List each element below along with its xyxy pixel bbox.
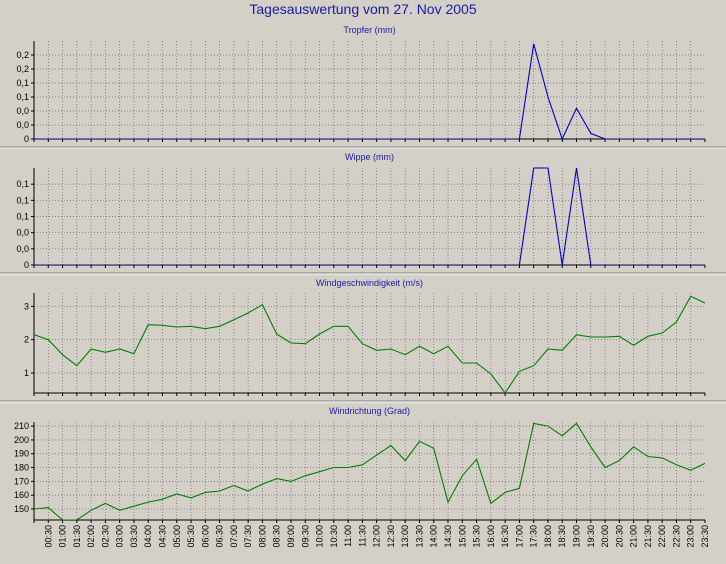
x-tick-label: 13:30 [415,525,425,548]
y-tick-label: 0 [24,260,29,270]
x-tick-label: 09:00 [286,525,296,548]
y-tick-label: 0,1 [16,92,29,102]
series-line [34,295,705,393]
y-tick-label: 0,1 [16,78,29,88]
x-tick-label: 00:30 [43,525,53,548]
y-tick-label: 210 [14,421,29,431]
x-tick-label: 02:30 [100,525,110,548]
y-tick-label: 0,2 [16,50,29,60]
x-tick-label: 16:30 [500,525,510,548]
x-tick-label: 10:00 [315,525,325,548]
x-tick-label: 18:30 [557,525,567,548]
x-tick-label: 09:30 [300,525,310,548]
x-tick-label: 15:30 [472,525,482,548]
x-tick-label: 07:30 [243,525,253,548]
x-tick-label: 18:00 [543,525,553,548]
y-tick-label: 0,1 [16,212,29,222]
x-tick-label: 01:30 [72,525,82,548]
x-tick-label: 10:30 [329,525,339,548]
x-tick-label: 05:30 [186,525,196,548]
x-tick-label: 07:00 [229,525,239,548]
y-tick-label: 0,0 [16,106,29,116]
x-tick-label: 08:30 [272,525,282,548]
y-tick-label: 190 [14,449,29,459]
x-tick-label: 20:30 [614,525,624,548]
x-tick-label: 05:00 [172,525,182,548]
chart-panel-1: Tropfer (mm) 0 0,0 0,0 0,1 0,1 0,2 0,2 [16,25,706,144]
x-tick-label: 22:00 [657,525,667,548]
x-tick-label: 15:00 [457,525,467,548]
x-tick-label: 17:00 [514,525,524,548]
y-tick-label: 0,1 [16,179,29,189]
panel-title: Windrichtung (Grad) [329,406,410,416]
panel-title: Windgeschwindigkeit (m/s) [316,278,423,288]
x-tick-label: 23:30 [700,525,710,548]
x-tick-label: 06:30 [215,525,225,548]
x-tick-label: 14:30 [443,525,453,548]
x-tick-label: 03:00 [115,525,125,548]
chart-panel-4: Windrichtung (Grad) 150 160 170 180 190 200 210 [14,406,706,523]
chart-panel-2: Wippe (mm) 0 0,0 0,0 0,1 0,1 0,1 [16,152,706,270]
y-tick-label: 0,2 [16,64,29,74]
y-tick-label: 0,0 [16,244,29,254]
panel-title: Wippe (mm) [345,152,394,162]
x-tick-label: 21:00 [629,525,639,548]
x-tick-label: 08:00 [257,525,267,548]
x-tick-label: 12:30 [386,525,396,548]
series-line [34,43,705,139]
x-tick-label: 19:00 [572,525,582,548]
series-line [34,422,705,520]
x-tick-label: 16:00 [486,525,496,548]
y-tick-label: 0,0 [16,228,29,238]
y-tick-label: 0 [24,134,29,144]
y-tick-label: 150 [14,504,29,514]
x-tick-label: 04:00 [143,525,153,548]
x-tick-label: 11:00 [343,525,353,547]
x-tick-label: 21:30 [643,525,653,548]
x-tick-label: 01:00 [58,525,68,548]
x-tick-label: 04:30 [158,525,168,548]
x-tick-label: 06:00 [200,525,210,548]
y-tick-label: 160 [14,490,29,500]
x-tick-label: 03:30 [129,525,139,548]
x-tick-label: 12:00 [372,525,382,548]
x-tick-label: 02:00 [86,525,96,548]
x-tick-label: 23:00 [686,525,696,548]
y-tick-label: 3 [24,301,29,311]
chart-main-title: Tagesauswertung vom 27. Nov 2005 [249,1,477,17]
y-tick-label: 180 [14,463,29,473]
x-tick-label: 13:00 [400,525,410,548]
x-tick-label: 22:30 [671,525,681,548]
x-axis-labels: 00:30 01:00 01:30 02:00 02:30 03:00 03:30 04:00… [43,525,710,548]
y-tick-label: 0,0 [16,120,29,130]
y-tick-label: 1 [24,368,29,378]
x-tick-label: 20:00 [600,525,610,548]
x-tick-label: 19:30 [586,525,596,548]
y-tick-label: 170 [14,476,29,486]
panel-title: Tropfer (mm) [343,25,395,35]
y-tick-label: 2 [24,335,29,345]
y-tick-label: 200 [14,435,29,445]
chart-panel-3: Windgeschwindigkeit (m/s) 1 2 3 [24,278,706,396]
x-tick-label: 14:00 [429,525,439,548]
x-tick-label: 11:30 [357,525,367,547]
y-tick-label: 0,1 [16,195,29,205]
x-tick-label: 17:30 [529,525,539,548]
